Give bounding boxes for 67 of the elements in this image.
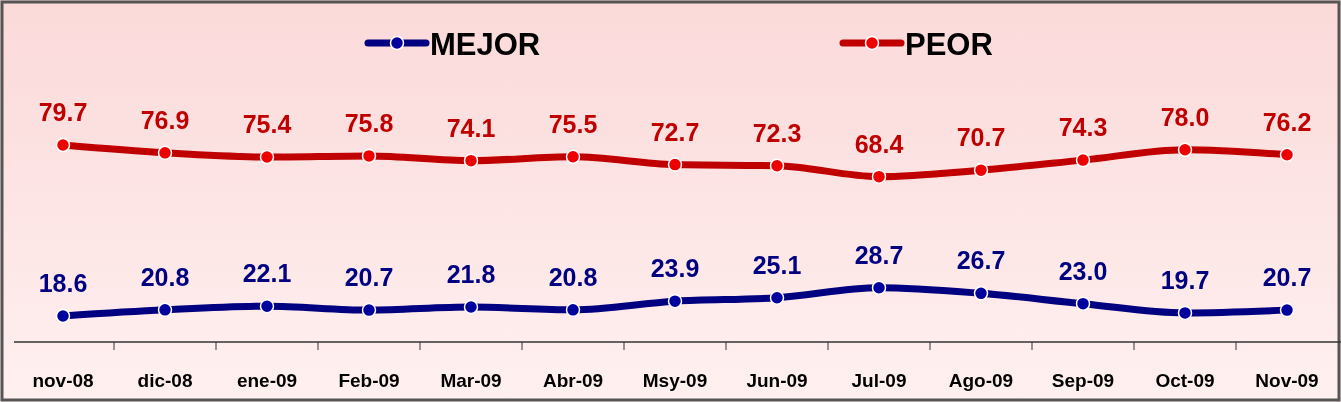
data-label: 21.8 <box>446 260 496 289</box>
point <box>1279 147 1295 163</box>
point <box>565 302 581 318</box>
data-label: 74.1 <box>446 113 496 142</box>
data-label: 20.7 <box>1262 263 1312 292</box>
legend-label: PEOR <box>905 27 993 62</box>
point <box>157 145 173 161</box>
point <box>1075 296 1091 311</box>
data-label: 68.4 <box>854 129 904 158</box>
point <box>463 153 479 168</box>
data-label: 25.1 <box>752 250 802 279</box>
data-label: 26.7 <box>956 246 1006 275</box>
data-label: 76.9 <box>140 105 190 134</box>
data-label: 20.7 <box>344 263 394 292</box>
x-tick-label: Jun-09 <box>746 370 808 391</box>
x-tick-label: Sep-09 <box>1051 370 1115 391</box>
point <box>667 157 683 172</box>
x-tick-label: Mar-09 <box>440 370 502 391</box>
data-label: 18.6 <box>38 269 88 297</box>
point <box>361 148 377 164</box>
point <box>55 137 71 153</box>
point <box>871 169 887 184</box>
x-tick-label: Abr-09 <box>542 370 604 391</box>
point <box>157 302 173 318</box>
point <box>1177 305 1193 321</box>
point <box>973 286 989 301</box>
point <box>55 308 71 324</box>
point <box>667 293 683 309</box>
point <box>1279 302 1295 318</box>
point <box>361 302 377 318</box>
point <box>1075 152 1091 168</box>
point <box>259 149 275 165</box>
legend-label: MEJOR <box>430 27 541 62</box>
data-label: 74.3 <box>1058 113 1108 142</box>
data-label: 70.7 <box>956 123 1006 152</box>
x-tick-label: nov-08 <box>32 370 94 391</box>
data-label: 75.5 <box>548 109 598 138</box>
data-label: 20.8 <box>548 262 598 291</box>
data-label: 78.0 <box>1160 102 1210 131</box>
point <box>463 299 479 315</box>
data-label: 72.3 <box>752 118 802 147</box>
data-label: 22.1 <box>242 259 292 288</box>
data-label: 20.8 <box>140 262 190 291</box>
point <box>565 149 581 165</box>
x-tick-label: Msy-09 <box>642 370 708 391</box>
data-label: 19.7 <box>1160 265 1210 294</box>
data-label: 28.7 <box>854 240 904 269</box>
point <box>871 280 887 295</box>
x-tick-label: Feb-09 <box>338 370 400 391</box>
x-tick-label: Ago-09 <box>948 370 1014 391</box>
point <box>769 158 785 173</box>
data-label: 79.7 <box>38 98 88 126</box>
x-tick-label: dic-08 <box>137 370 193 391</box>
data-label: 76.2 <box>1262 107 1312 136</box>
x-tick-label: Nov-09 <box>1255 370 1319 391</box>
data-label: 23.9 <box>650 254 700 283</box>
point <box>1177 142 1193 158</box>
point <box>769 290 785 306</box>
point <box>973 162 989 178</box>
data-label: 75.8 <box>344 108 394 137</box>
data-label: 72.7 <box>650 117 700 146</box>
data-label: 23.0 <box>1058 256 1108 285</box>
x-tick-label: Jul-09 <box>851 370 907 391</box>
data-label: 75.4 <box>242 110 292 139</box>
point <box>259 298 275 314</box>
x-tick-label: ene-09 <box>236 370 298 391</box>
x-tick-label: Oct-09 <box>1155 370 1215 391</box>
